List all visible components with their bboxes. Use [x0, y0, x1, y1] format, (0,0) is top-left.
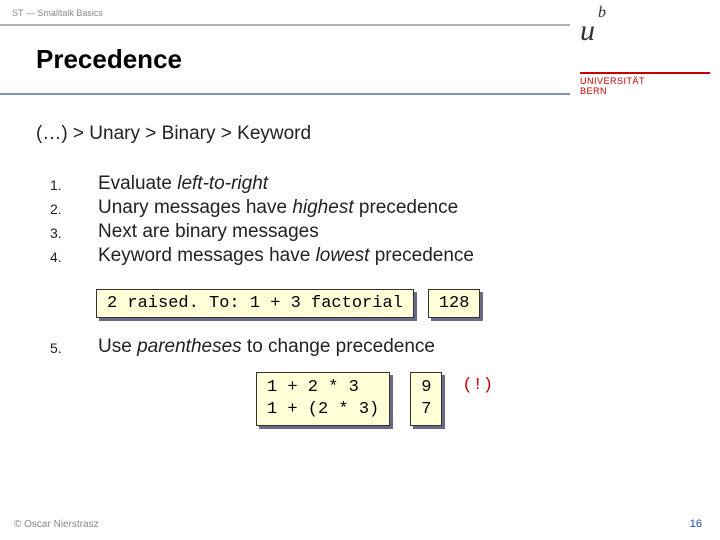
header-strip: ST — Smalltalk Basics: [0, 0, 570, 26]
rule-number: 1.: [50, 173, 98, 195]
logo-u-glyph: ub: [580, 14, 595, 48]
rule-text: Keyword messages have lowest precedence: [98, 245, 474, 267]
university-logo: ub UNIVERSITÄT BERN: [570, 0, 720, 110]
code-example-2: 1 + 2 * 3 1 + (2 * 3) 9 7 (!): [256, 372, 684, 426]
logo-b-glyph: b: [598, 4, 606, 22]
rule-number: 4.: [50, 245, 98, 267]
rule-number: 5.: [50, 336, 98, 358]
code-example-1: 2 raised. To: 1 + 3 factorial 128: [96, 289, 684, 318]
rule-text: Use parentheses to change precedence: [98, 336, 435, 358]
warning-marker: (!): [462, 372, 493, 395]
rule-number: 3.: [50, 221, 98, 243]
slide-title: Precedence: [36, 44, 570, 75]
rule-item: 4. Keyword messages have lowest preceden…: [50, 245, 684, 267]
rule-item: 5. Use parentheses to change precedence: [50, 336, 684, 358]
page-number: 16: [690, 518, 702, 530]
university-line1: UNIVERSITÄT: [580, 76, 710, 86]
code-result: 9 7: [410, 372, 442, 426]
rule-text: Evaluate left-to-right: [98, 173, 268, 195]
rule-text: Unary messages have highest precedence: [98, 197, 458, 219]
university-line2: BERN: [580, 86, 710, 96]
code-expression: 1 + 2 * 3 1 + (2 * 3): [256, 372, 390, 426]
rules-list-2: 5. Use parentheses to change precedence: [50, 336, 684, 358]
code-result: 128: [428, 289, 481, 318]
copyright-footer: © Oscar Nierstrasz: [14, 519, 99, 530]
code-expression: 2 raised. To: 1 + 3 factorial: [96, 289, 414, 318]
rule-item: 3. Next are binary messages: [50, 221, 684, 243]
precedence-chain: (…) > Unary > Binary > Keyword: [36, 123, 684, 145]
rules-list: 1. Evaluate left-to-right 2. Unary messa…: [50, 173, 684, 267]
rule-item: 2. Unary messages have highest precedenc…: [50, 197, 684, 219]
rule-text: Next are binary messages: [98, 221, 319, 243]
rule-number: 2.: [50, 197, 98, 219]
university-name: UNIVERSITÄT BERN: [580, 72, 710, 96]
title-bar: Precedence: [0, 26, 570, 95]
rule-item: 1. Evaluate left-to-right: [50, 173, 684, 195]
slide-content: (…) > Unary > Binary > Keyword 1. Evalua…: [0, 95, 720, 426]
